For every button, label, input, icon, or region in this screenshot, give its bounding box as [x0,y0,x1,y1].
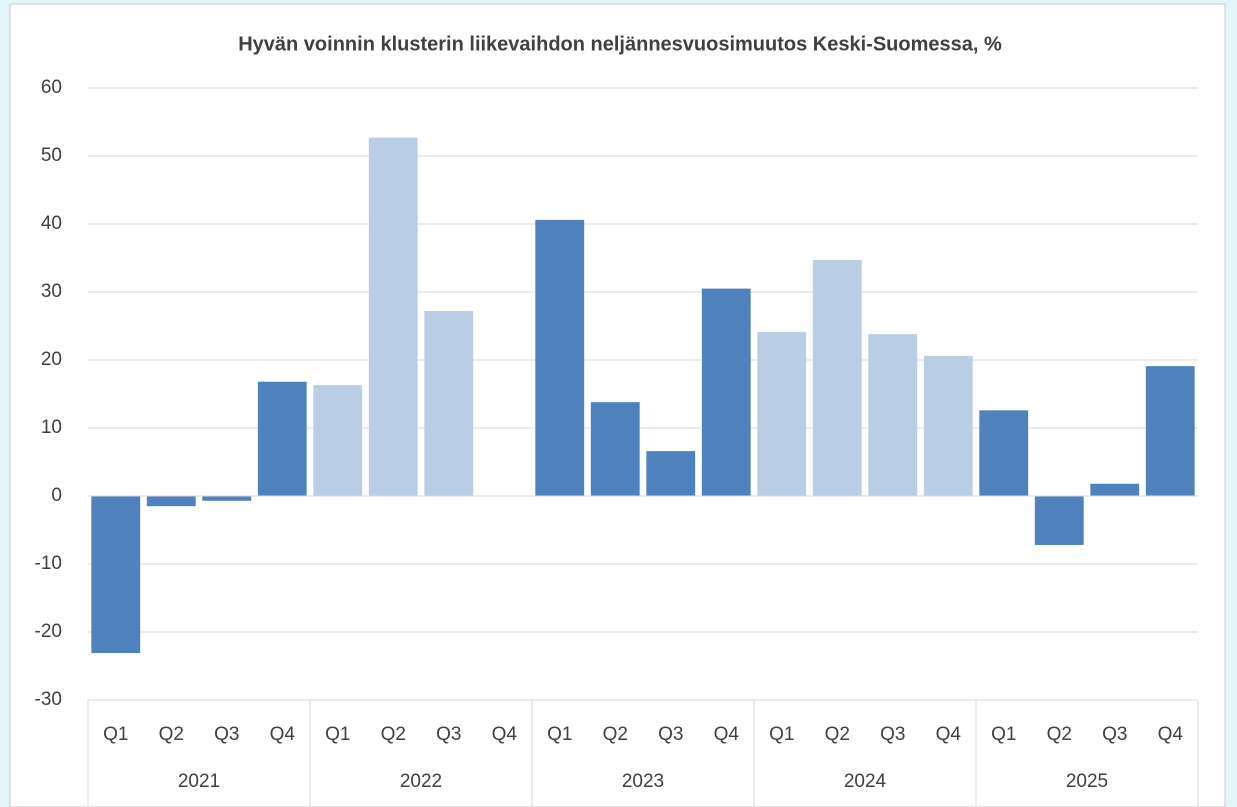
bar [91,496,141,654]
bar [757,332,807,496]
y-tick-label: 20 [41,349,62,370]
x-tick-label: Q1 [547,724,572,745]
y-tick-label: 10 [41,417,62,438]
x-tick-label: Q4 [936,724,962,745]
y-tick-label: -30 [35,689,62,710]
x-tick-label: Q1 [325,724,350,745]
bar [812,260,862,496]
x-tick-label: Q3 [214,724,239,745]
bar [1034,496,1084,545]
x-tick-label: Q4 [1158,724,1184,745]
group-label: 2025 [1066,771,1108,792]
bar [701,288,751,496]
y-tick-label: 30 [41,281,62,302]
group-label: 2023 [622,771,664,792]
bar [923,355,973,496]
x-tick-label: Q2 [1047,724,1072,745]
x-tick-label: Q1 [769,724,794,745]
x-tick-label: Q4 [270,724,296,745]
group-label: 2024 [844,771,887,792]
bar [202,496,252,501]
bar [646,451,696,496]
bar [868,334,918,496]
group-label: 2022 [400,771,442,792]
y-tick-label: 60 [41,77,62,98]
bar [1145,366,1195,496]
bar [313,385,363,496]
x-tick-label: Q2 [159,724,184,745]
group-label: 2021 [178,771,220,792]
x-tick-label: Q2 [381,724,406,745]
x-tick-label: Q4 [492,724,518,745]
bar [1090,483,1140,496]
bar [424,311,474,496]
bar [979,410,1029,496]
y-tick-label: 0 [51,485,62,506]
x-tick-label: Q2 [603,724,628,745]
bar [257,381,307,496]
bar [590,402,640,496]
y-tick-label: -20 [35,621,62,642]
x-tick-label: Q3 [658,724,683,745]
y-tick-label: 50 [41,145,62,166]
chart-title: Hyvän voinnin klusterin liikevaihdon nel… [238,33,1002,55]
x-tick-label: Q3 [1102,724,1127,745]
x-tick-label: Q4 [714,724,740,745]
y-tick-label: -10 [35,553,62,574]
x-tick-label: Q3 [436,724,461,745]
bar [535,219,585,497]
bar [146,496,196,507]
bar [368,137,418,496]
x-tick-label: Q2 [825,724,850,745]
y-tick-label: 40 [41,213,62,234]
x-tick-label: Q1 [103,724,128,745]
x-tick-label: Q3 [880,724,905,745]
x-tick-label: Q1 [991,724,1016,745]
